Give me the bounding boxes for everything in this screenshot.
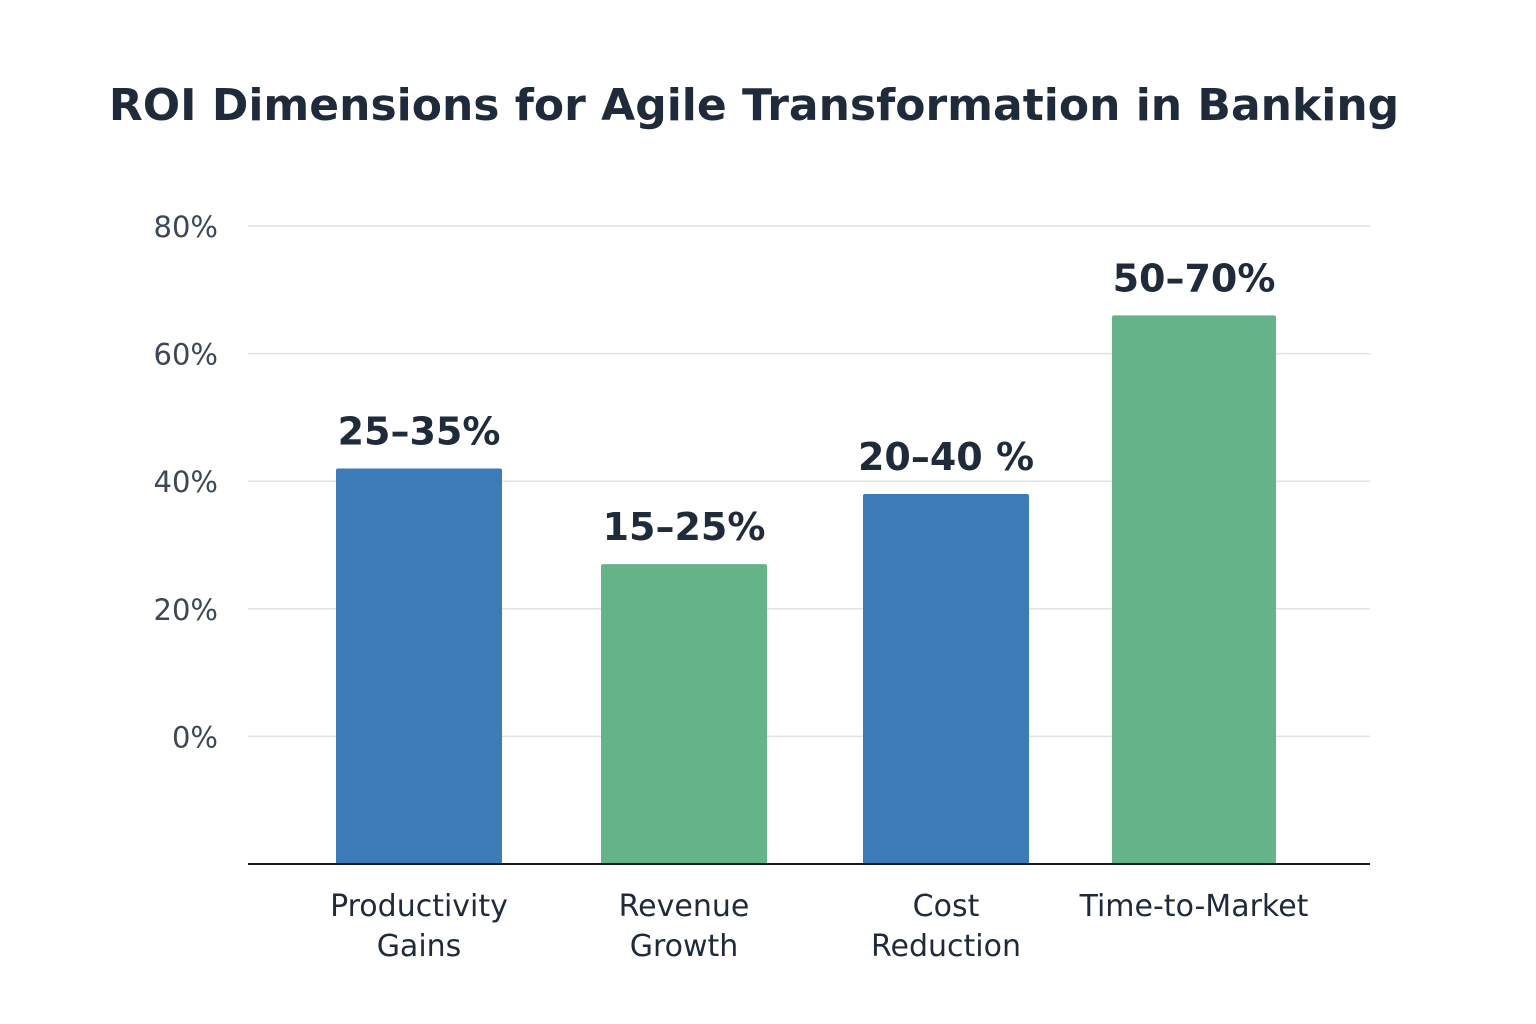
x-category-label: Cost (913, 889, 980, 924)
y-tick-label: 0% (172, 720, 218, 754)
bar-value-label: 50–70% (1113, 256, 1276, 300)
bar-value-label: 25–35% (338, 409, 501, 453)
bars (336, 315, 1276, 864)
bar (1112, 315, 1276, 864)
y-tick-label: 80% (154, 210, 218, 244)
y-tick-label: 20% (154, 593, 218, 627)
bar (601, 564, 767, 864)
x-category-label: Revenue (619, 889, 750, 924)
bar (863, 493, 1029, 864)
y-axis-ticks: 0% 20% 40% 60% 80% (154, 210, 218, 754)
data-labels: 25–35% 15–25% 20–40 % 50–70% (338, 256, 1276, 549)
y-tick-label: 60% (154, 338, 218, 372)
x-category-label: Time-to-Market (1079, 889, 1309, 924)
x-category-label: Productivity (330, 889, 508, 924)
y-tick-label: 40% (154, 465, 218, 499)
x-category-label: Reduction (871, 929, 1021, 964)
x-category-label: Gains (377, 929, 462, 964)
chart-title: ROI Dimensions for Agile Transformation … (108, 80, 1400, 131)
bar-value-label: 20–40 % (858, 435, 1034, 479)
bar-value-label: 15–25% (603, 505, 766, 549)
bar (336, 468, 502, 864)
x-category-label: Growth (630, 929, 739, 964)
x-axis-categories: Productivity Gains Revenue Growth Cost Reduct… (330, 889, 1309, 964)
